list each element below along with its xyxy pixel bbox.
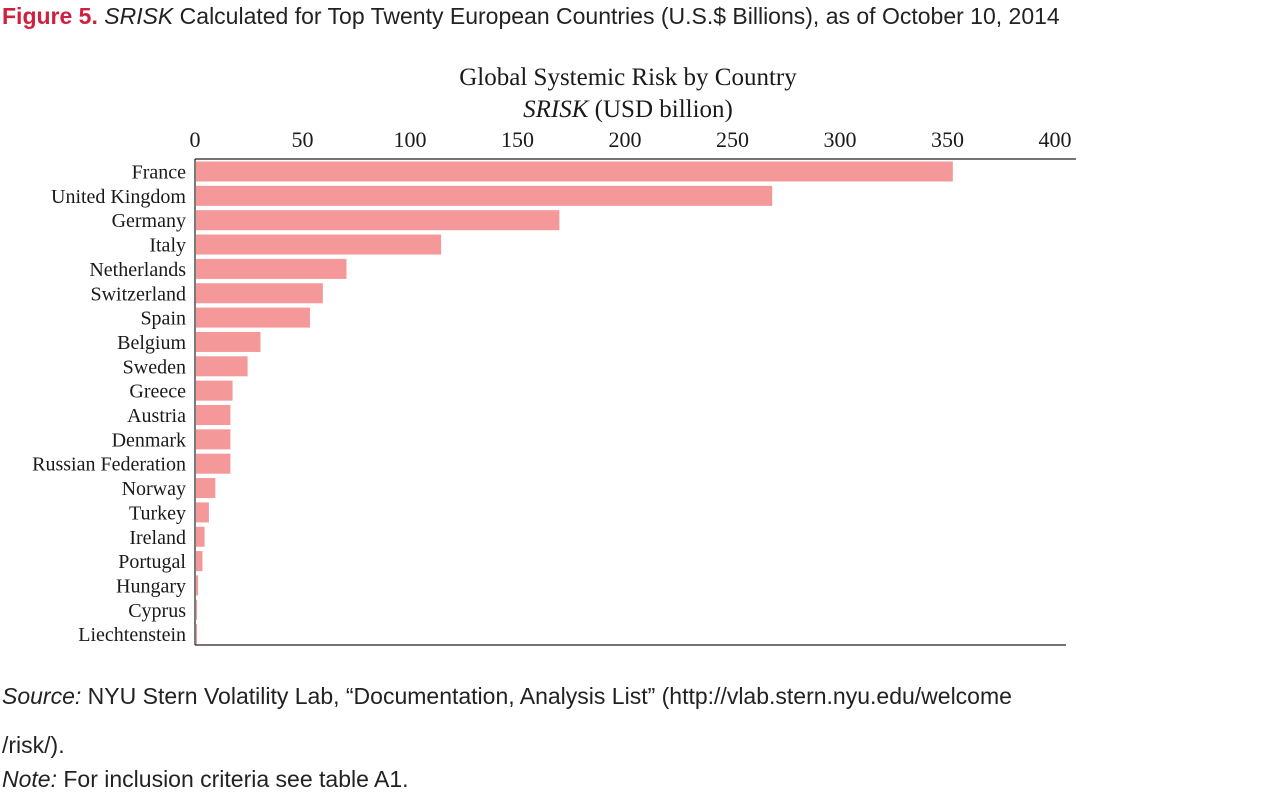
bar — [196, 307, 310, 328]
chart-title: Global Systemic Risk by Country — [459, 64, 797, 91]
bar — [196, 599, 198, 620]
bar-chart: Global Systemic Risk by Country SRISK (U… — [32, 64, 1076, 647]
category-label: Sweden — [123, 356, 186, 378]
category-label: Portugal — [118, 551, 186, 573]
note-lead: Note: — [2, 766, 57, 792]
x-axis-ticks: 0 50 100 150 200 250 300 350 400 — [190, 127, 1072, 152]
bar — [196, 258, 347, 279]
category-label: Turkey — [129, 502, 186, 524]
category-label: Austria — [127, 405, 186, 427]
note-text: For inclusion criteria see table A1. — [56, 766, 409, 792]
bar — [196, 453, 231, 474]
bar — [196, 161, 953, 182]
bar — [196, 185, 773, 206]
category-label: Hungary — [116, 575, 186, 597]
category-label: Netherlands — [89, 259, 186, 281]
bar — [196, 380, 233, 401]
figure-title-rest: Calculated for Top Twenty European Count… — [173, 3, 1060, 29]
category-label: Cyprus — [128, 600, 186, 622]
x-tick-label: 400 — [1039, 127, 1072, 152]
category-label: United Kingdom — [51, 186, 186, 208]
bar — [196, 234, 442, 255]
bars — [196, 161, 953, 645]
note: Note: For inclusion criteria see table A… — [2, 766, 409, 793]
bar — [196, 356, 248, 377]
bar — [196, 575, 199, 596]
bar — [196, 429, 231, 450]
x-tick-label: 250 — [716, 127, 749, 152]
category-label: Greece — [129, 381, 186, 403]
figure-label: Figure 5. — [2, 3, 98, 29]
bar — [196, 526, 205, 547]
category-label: Spain — [140, 308, 186, 330]
x-tick-label: 150 — [501, 127, 534, 152]
bar — [196, 551, 203, 572]
category-label: Liechtenstein — [78, 624, 186, 646]
x-tick-label: 300 — [824, 127, 857, 152]
bar — [196, 624, 197, 645]
category-label: France — [132, 162, 187, 184]
source-note-continued: /risk/). — [2, 732, 65, 758]
category-label: Switzerland — [90, 283, 186, 305]
x-axis-label-term: SRISK — [523, 96, 590, 123]
x-tick-label: 200 — [609, 127, 642, 152]
x-tick-label: 0 — [190, 127, 201, 152]
source-text: NYU Stern Volatility Lab, “Documentation… — [81, 683, 1012, 709]
category-label: Germany — [112, 210, 186, 232]
source-note: Source: NYU Stern Volatility Lab, “Docum… — [2, 683, 1012, 710]
category-label: Denmark — [112, 429, 186, 451]
bar — [196, 405, 231, 425]
x-axis-label-unit: (USD billion) — [588, 96, 732, 123]
category-label: Belgium — [117, 332, 186, 354]
bar — [196, 331, 261, 352]
figure-heading: Figure 5. SRISK Calculated for Top Twent… — [2, 3, 1060, 30]
bar — [196, 210, 560, 231]
x-tick-label: 350 — [931, 127, 964, 152]
category-label: Ireland — [129, 527, 186, 549]
bar — [196, 283, 323, 304]
bar — [196, 502, 209, 523]
source-lead: Source: — [2, 683, 82, 709]
category-label: Norway — [122, 478, 186, 500]
category-label: Italy — [149, 235, 186, 257]
category-label: Russian Federation — [32, 454, 186, 476]
x-axis-label: SRISK (USD billion) — [523, 96, 733, 123]
bar — [196, 478, 216, 499]
figure-term: SRISK — [104, 3, 174, 29]
x-tick-label: 100 — [394, 127, 427, 152]
x-tick-label: 50 — [292, 127, 314, 152]
